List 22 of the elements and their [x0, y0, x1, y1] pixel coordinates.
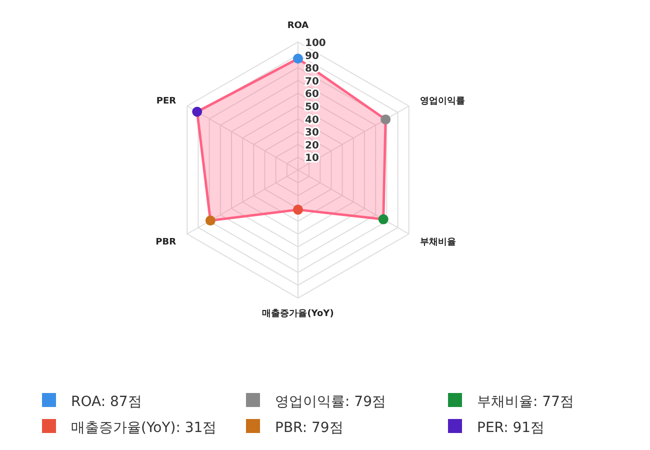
- y-tick-label: 10: [305, 153, 319, 164]
- text: 영업이익률: 79점: [275, 394, 386, 410]
- y-tick-label: 100: [305, 38, 326, 49]
- y-tick-label: 70: [305, 76, 319, 88]
- text: ROA: 87점: [71, 394, 142, 410]
- spoke-label: PBR: [156, 237, 176, 248]
- text: 부채비율: 77점: [477, 394, 574, 410]
- y-tick-label: 30: [305, 128, 319, 139]
- text: PER: 91점: [477, 420, 545, 436]
- y-tick-label: 60: [305, 89, 319, 100]
- y-tick-label: 50: [305, 102, 319, 113]
- y-tick-label: 90: [305, 50, 319, 62]
- spoke-label: 매출증가율(YoY): [262, 308, 334, 319]
- text: PBR: 79점: [275, 420, 344, 436]
- y-tick-label: 80: [305, 64, 319, 75]
- spoke-label: 영업이익률: [420, 96, 465, 107]
- spoke-label: ROA: [287, 21, 309, 31]
- y-tick-label: 20: [305, 140, 319, 152]
- spoke-label: PER: [156, 96, 176, 107]
- spoke-label: 부채비율: [420, 237, 456, 248]
- text: 매출증가율(YoY): 31점: [71, 420, 217, 436]
- y-tick-label: 40: [305, 114, 319, 126]
